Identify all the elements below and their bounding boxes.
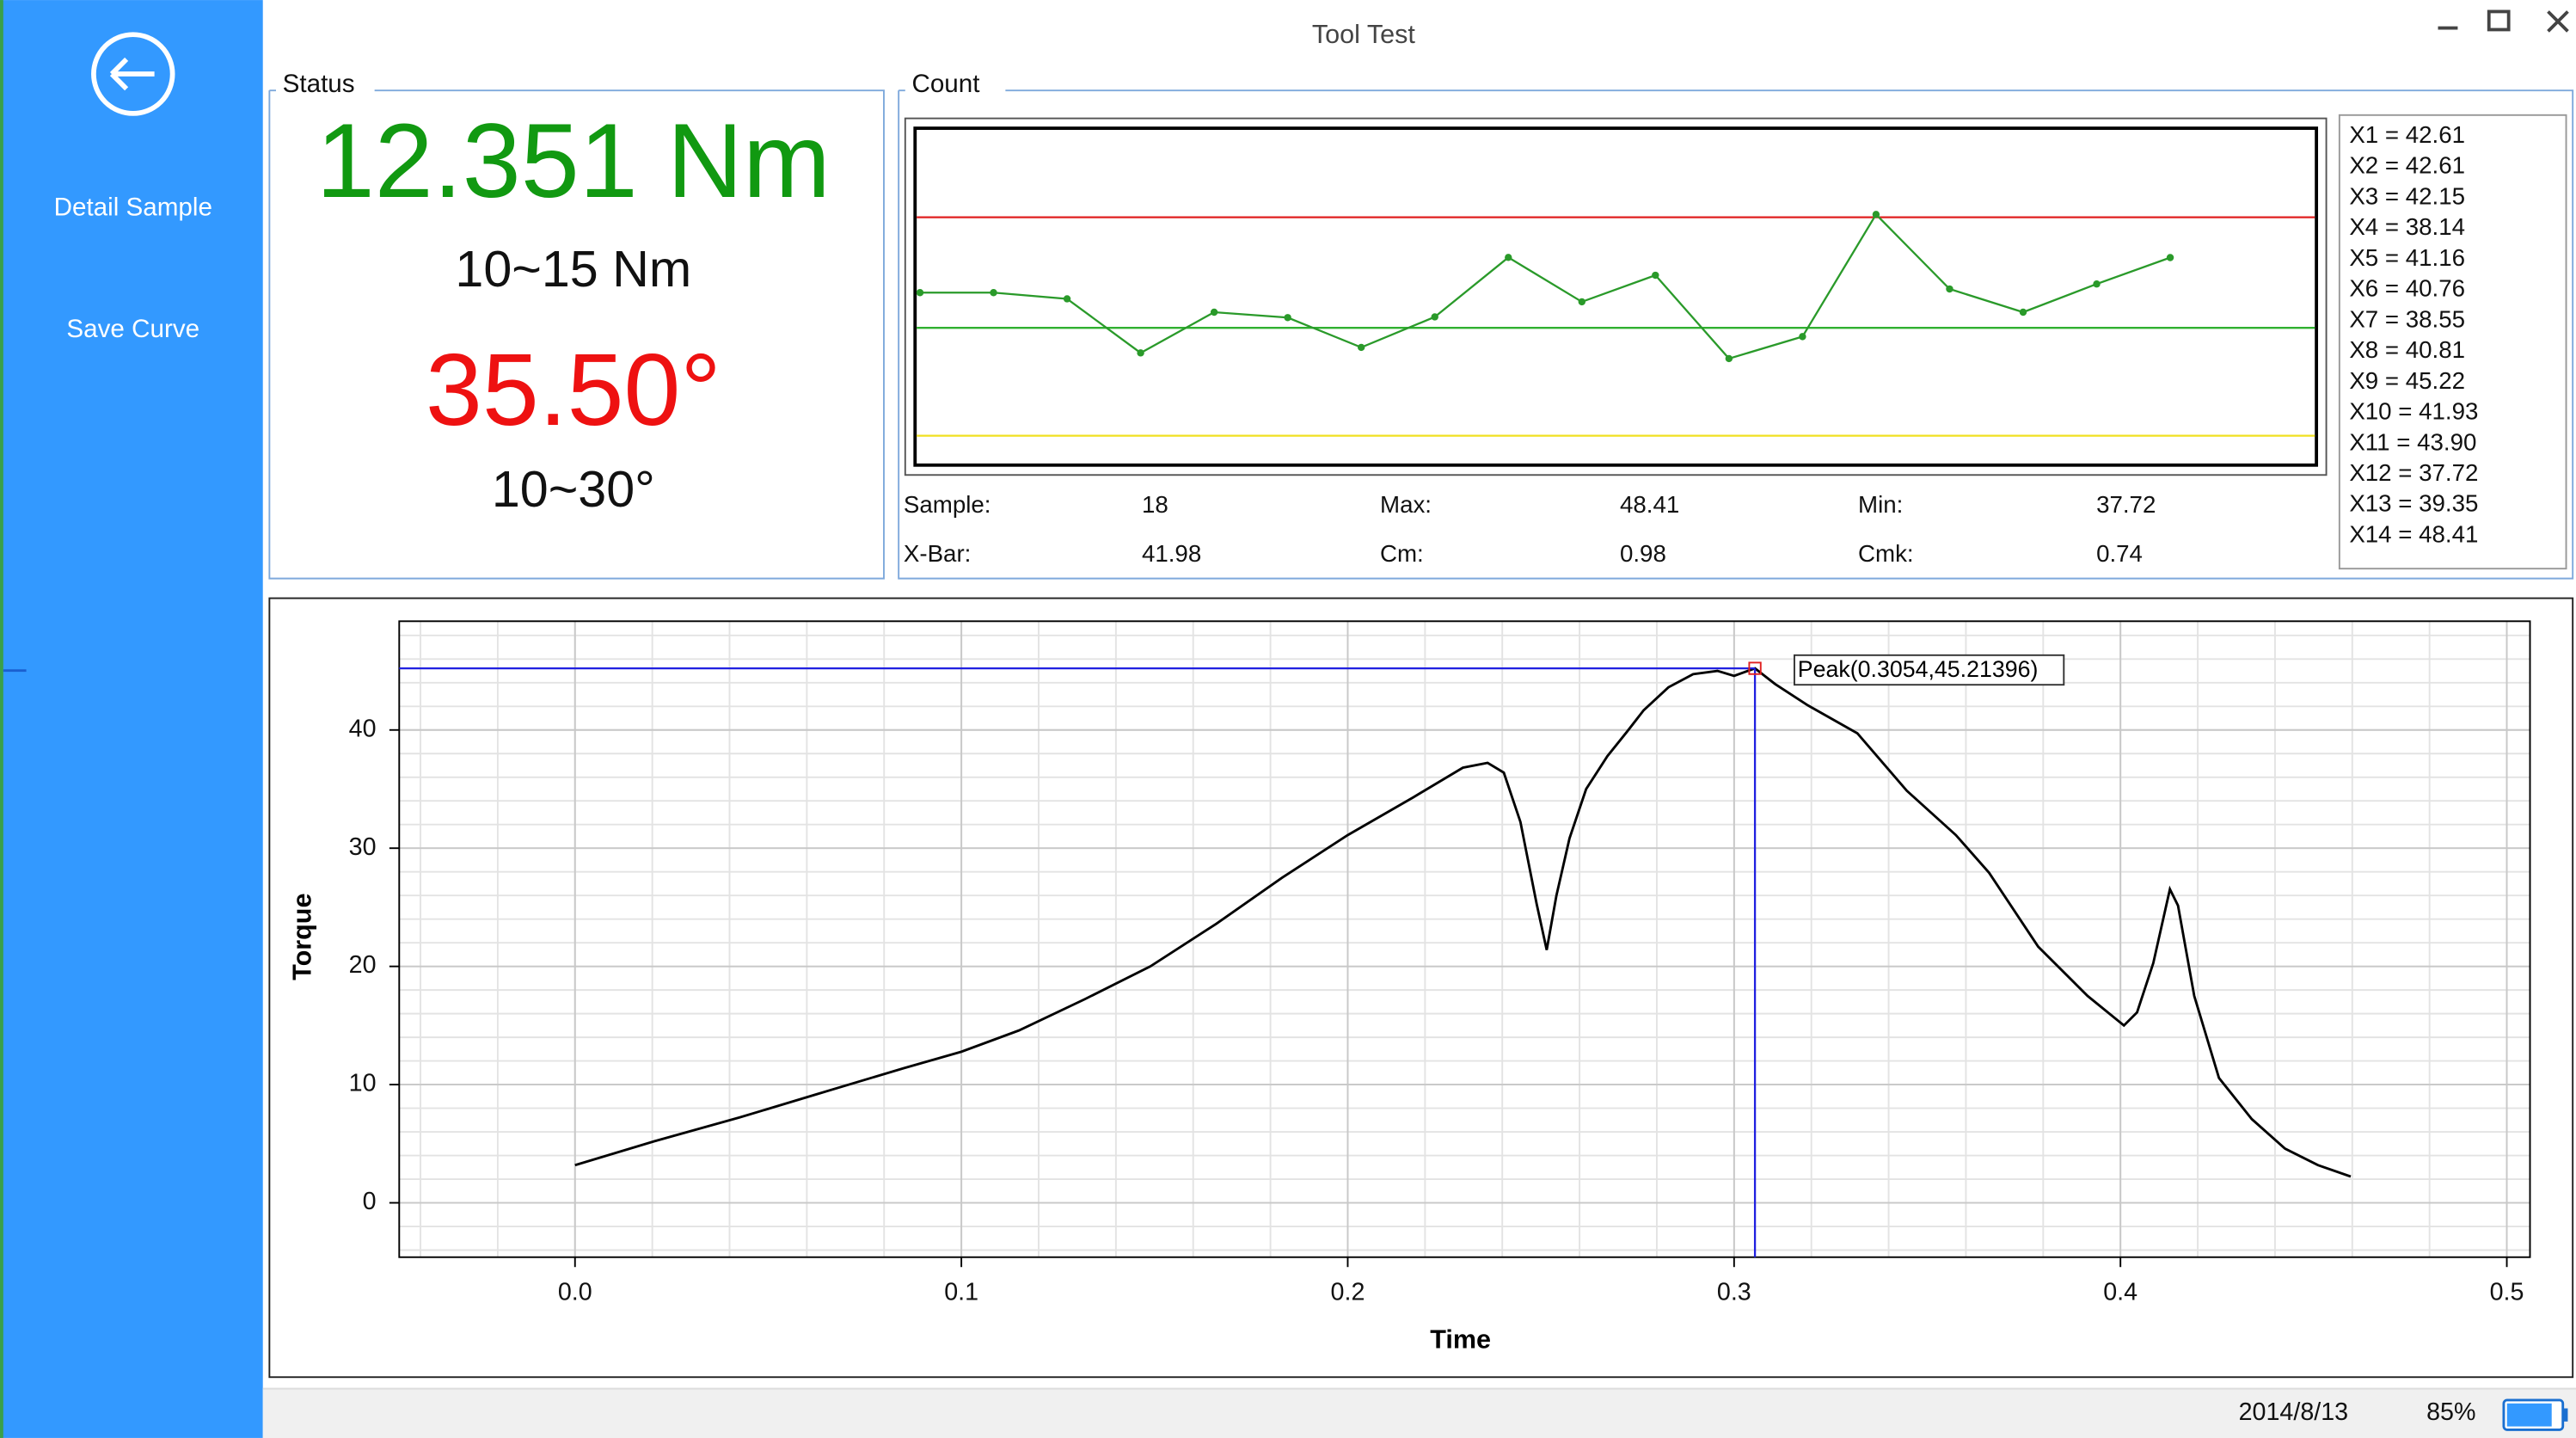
back-arrow[interactable]	[109, 57, 155, 91]
edge	[0, 0, 3, 1438]
y-tick-label: 0	[363, 1188, 377, 1215]
group-title: Count	[911, 70, 980, 98]
sample-point	[990, 289, 997, 297]
back-icon[interactable]	[91, 32, 175, 116]
battery-label: 85%	[2426, 1398, 2475, 1426]
sample-item: X12 = 37.72	[2349, 459, 2478, 486]
sample-point	[1946, 285, 1953, 293]
stat-value: 37.72	[2096, 491, 2156, 518]
maximize-button[interactable]	[2487, 9, 2511, 32]
sample-item: X5 = 41.16	[2349, 244, 2465, 271]
stat-label: Max:	[1380, 491, 1432, 518]
curve-chart: 0.0 0.1 0.2 0.3 0.4 0.5 0 10 20 30 40 Peak(0.3054,4…	[349, 620, 2531, 1306]
sample-point	[1284, 314, 1291, 322]
curve-chart-frame	[268, 597, 2574, 1379]
x-tick-label: 0.4	[2103, 1278, 2137, 1306]
sample-item: X10 = 41.93	[2349, 398, 2478, 425]
sample-point	[2093, 280, 2101, 288]
stat-value: 48.41	[1620, 491, 1679, 518]
sample-item: X14 = 48.41	[2349, 520, 2478, 547]
peak-label-box	[1793, 654, 2065, 686]
torque-curve	[574, 667, 2352, 1178]
sidebar	[0, 0, 263, 1438]
status-bar	[262, 1388, 2576, 1438]
stat-label: Min:	[1858, 491, 1903, 518]
angle-value: 35.50°	[426, 334, 721, 447]
battery	[2506, 1403, 2552, 1427]
torque-range: 10~15 Nm	[455, 240, 691, 298]
stats: Sample: 18 Max: 48.41 Min: 37.72 X-Bar: 41.98 Cm…	[904, 491, 2156, 567]
sample-item: X3 = 42.15	[2349, 182, 2465, 209]
y-tick-label: 40	[349, 715, 377, 742]
stat-value: 0.74	[2096, 540, 2143, 567]
status-group	[268, 89, 885, 580]
stat-label: X-Bar:	[904, 540, 971, 567]
stat-value: 0.98	[1620, 540, 1666, 567]
peak-label: Peak(0.3054,45.21396)	[1798, 656, 2039, 682]
sample-item: X2 = 42.61	[2349, 152, 2465, 179]
sample-point	[1872, 211, 1880, 218]
y-tick-label: 10	[349, 1070, 377, 1097]
x-tick-label: 0.3	[1717, 1278, 1751, 1306]
y-tick-label: 20	[349, 951, 377, 979]
sample-point	[1137, 349, 1144, 357]
stat-value: 18	[1142, 491, 1168, 518]
sample-item: X4 = 38.14	[2349, 213, 2465, 240]
count-group	[898, 89, 2574, 580]
sample-point	[1652, 271, 1659, 280]
sample-point	[2019, 308, 2027, 316]
x-tick-label: 0.2	[1331, 1278, 1365, 1306]
battery-tip	[2562, 1408, 2568, 1422]
window-title: Tool Test	[1312, 20, 1416, 49]
close-button[interactable]	[2547, 10, 2569, 33]
sample-point	[1799, 333, 1806, 341]
sample-point	[916, 289, 924, 297]
menu-item[interactable]: Save Curve	[66, 315, 199, 343]
sample-point	[2166, 254, 2174, 261]
sample-item: X1 = 42.61	[2349, 121, 2465, 148]
sample-point	[1578, 298, 1585, 306]
stat-label: Cmk:	[1858, 540, 1914, 567]
y-tick-label: 30	[349, 833, 377, 861]
sample-item: X8 = 40.81	[2349, 336, 2465, 363]
sample-list	[2338, 114, 2567, 570]
y-axis-label: Torque	[288, 894, 317, 980]
sample-point	[1357, 343, 1365, 352]
sample-item: X11 = 43.90	[2349, 428, 2476, 455]
menu-item[interactable]: Detail Sample	[54, 194, 212, 222]
x-tick-label: 0.5	[2490, 1278, 2524, 1306]
sample-point	[1063, 295, 1071, 303]
date: 2014/8/13	[2239, 1398, 2348, 1426]
sample-point	[1210, 308, 1218, 316]
sample-line	[920, 212, 2171, 360]
group-title: Status	[283, 70, 355, 98]
stat-value: 41.98	[1142, 540, 1201, 567]
x-axis-label: Time	[1430, 1324, 1491, 1354]
sample-item: X7 = 38.55	[2349, 305, 2465, 332]
battery-level	[2506, 1403, 2552, 1427]
x-tick-label: 0.0	[558, 1278, 592, 1306]
plot-border	[398, 620, 2531, 1258]
sample-item: X9 = 45.22	[2349, 367, 2465, 394]
torque-value: 12.351 Nm	[316, 101, 831, 219]
sample-item: X6 = 40.76	[2349, 275, 2465, 302]
peak-marker	[1748, 661, 1762, 675]
stat-label: Sample:	[904, 491, 991, 518]
sample-point	[1725, 354, 1733, 363]
back-button[interactable]	[91, 32, 175, 116]
sample-point	[1431, 313, 1438, 321]
control-chart	[916, 211, 2315, 437]
sample-point	[1505, 254, 1512, 261]
sample-list-items: X1 = 42.61 X2 = 42.61 X3 = 42.15 X4 = 38.14…	[2349, 121, 2478, 547]
angle-range: 10~30°	[492, 460, 655, 518]
x-tick-label: 0.1	[944, 1278, 978, 1306]
stat-label: Cm:	[1380, 540, 1424, 567]
sample-item: X13 = 39.35	[2349, 490, 2478, 517]
control-chart-plot	[913, 126, 2319, 467]
